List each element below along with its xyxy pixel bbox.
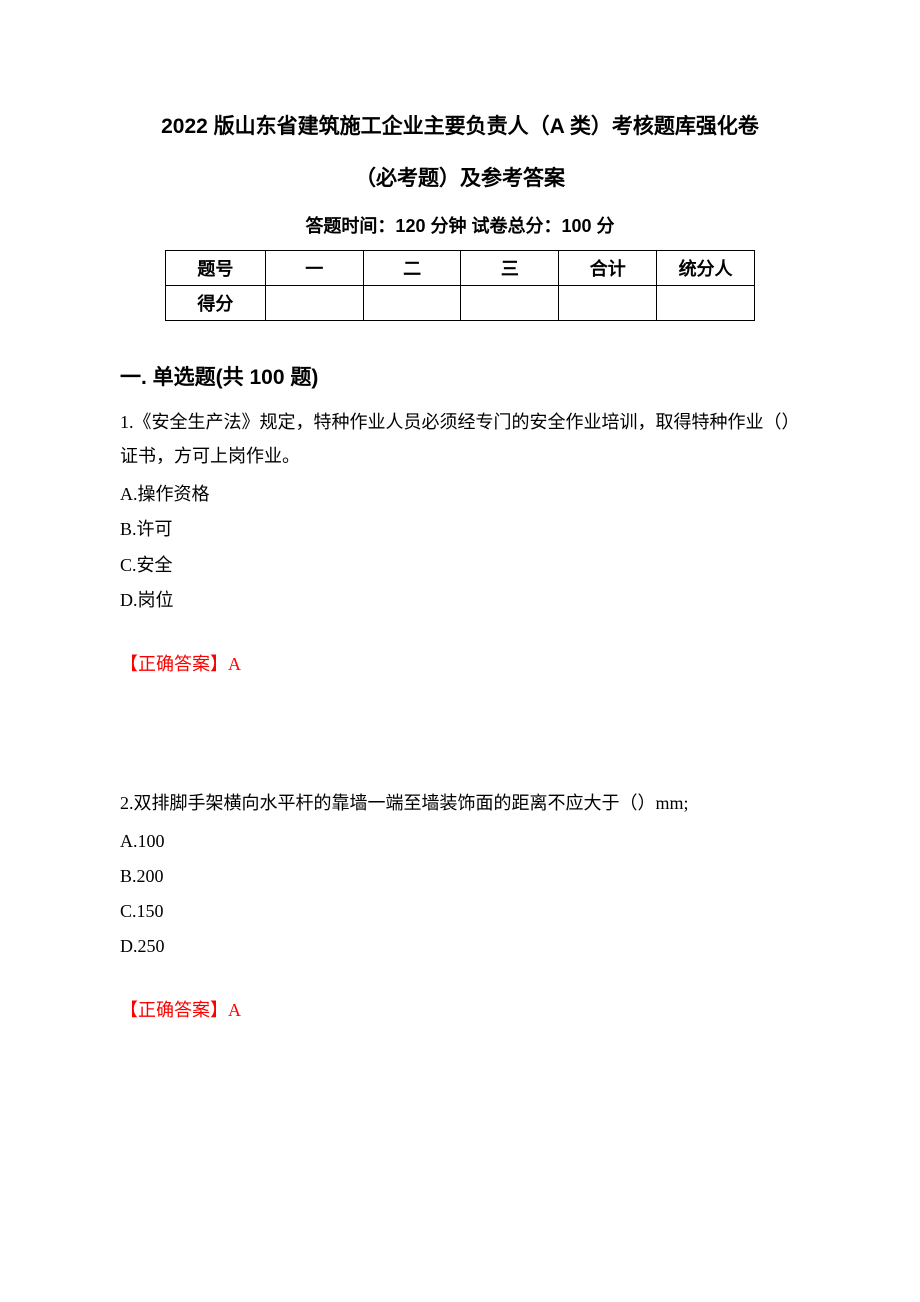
score-table: 题号 一 二 三 合计 统分人 得分 xyxy=(165,250,755,321)
exam-info: 答题时间：120 分钟 试卷总分：100 分 xyxy=(120,212,800,238)
question-1-number: 1. xyxy=(120,412,134,432)
question-1-body: 《安全生产法》规定，特种作业人员必须经专门的安全作业培训，取得特种作业（）证书，… xyxy=(120,412,800,466)
score-table-header-c2: 二 xyxy=(363,251,461,286)
question-2-text: 2.双排脚手架横向水平杆的靠墙一端至墙装饰面的距离不应大于（）mm; xyxy=(120,786,800,820)
score-table-header-row: 题号 一 二 三 合计 统分人 xyxy=(166,251,755,286)
score-table-score-c3 xyxy=(461,286,559,321)
score-table-score-c2 xyxy=(363,286,461,321)
section-heading: 一. 单选题(共 100 题) xyxy=(120,361,800,391)
question-2: 2.双排脚手架横向水平杆的靠墙一端至墙装饰面的距离不应大于（）mm; A.100… xyxy=(120,786,800,1023)
question-1-option-a: A.操作资格 xyxy=(120,477,800,512)
question-2-answer-value: A xyxy=(228,1000,241,1020)
question-2-option-b: B.200 xyxy=(120,859,800,894)
score-table-header-label: 题号 xyxy=(166,251,266,286)
question-1: 1.《安全生产法》规定，特种作业人员必须经专门的安全作业培训，取得特种作业（）证… xyxy=(120,405,800,676)
score-table-header-c4: 合计 xyxy=(559,251,657,286)
score-table-score-c1 xyxy=(265,286,363,321)
question-2-answer-label: 【正确答案】 xyxy=(120,1000,228,1020)
question-2-option-c: C.150 xyxy=(120,894,800,929)
document-title-line2: （必考题）及参考答案 xyxy=(120,162,800,192)
score-table-header-c1: 一 xyxy=(265,251,363,286)
question-1-option-b: B.许可 xyxy=(120,512,800,547)
question-2-option-d: D.250 xyxy=(120,929,800,964)
question-2-option-a: A.100 xyxy=(120,824,800,859)
score-table-score-row: 得分 xyxy=(166,286,755,321)
score-table-score-c4 xyxy=(559,286,657,321)
question-1-option-d: D.岗位 xyxy=(120,583,800,618)
question-1-answer: 【正确答案】A xyxy=(120,650,800,676)
question-1-option-c: C.安全 xyxy=(120,548,800,583)
score-table-score-c5 xyxy=(657,286,755,321)
question-1-answer-value: A xyxy=(228,654,241,674)
question-1-answer-label: 【正确答案】 xyxy=(120,654,228,674)
document-title-line1: 2022 版山东省建筑施工企业主要负责人（A 类）考核题库强化卷 xyxy=(120,110,800,140)
question-2-number: 2. xyxy=(120,793,134,813)
score-table-header-c5: 统分人 xyxy=(657,251,755,286)
exam-time-label: 答题时间：120 分钟 xyxy=(305,216,466,236)
question-2-answer: 【正确答案】A xyxy=(120,996,800,1022)
question-2-body: 双排脚手架横向水平杆的靠墙一端至墙装饰面的距离不应大于（）mm; xyxy=(134,793,689,813)
score-table-score-label: 得分 xyxy=(166,286,266,321)
score-table-header-c3: 三 xyxy=(461,251,559,286)
question-1-text: 1.《安全生产法》规定，特种作业人员必须经专门的安全作业培训，取得特种作业（）证… xyxy=(120,405,800,473)
exam-total-label: 试卷总分：100 分 xyxy=(472,216,615,236)
